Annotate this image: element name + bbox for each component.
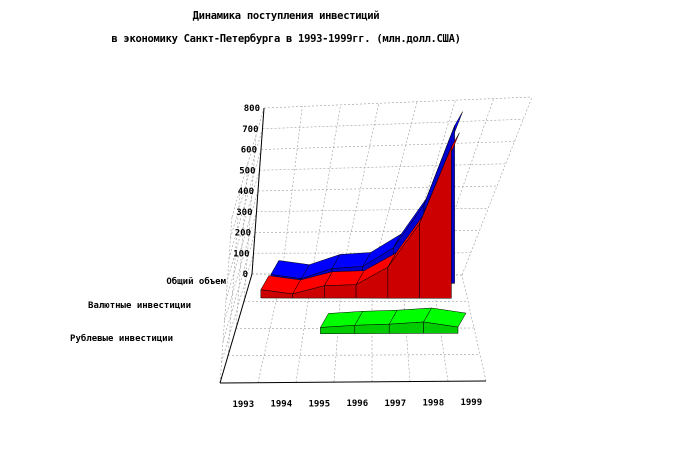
grid-line: [254, 230, 480, 233]
x-tick-label: 1998: [422, 398, 444, 408]
z-tick-label: 100: [233, 249, 249, 259]
z-tick-label: 200: [235, 229, 251, 239]
grid-line: [401, 100, 456, 275]
series-label: Общий объем: [166, 276, 226, 287]
labels: 1993 1994 1995 1996 1997 1998 1999 800 700 600 500…: [70, 104, 482, 410]
series-2: [260, 132, 460, 299]
grid-line: [260, 141, 515, 150]
depth-axis: [219, 273, 253, 384]
grid-line: [231, 107, 265, 218]
series-3: [319, 307, 467, 334]
grid-line: [230, 128, 263, 238]
series-segment-face: [388, 321, 424, 334]
z-tick-label: 400: [238, 187, 254, 197]
grid: [219, 96, 533, 384]
x-tick-label: 1996: [346, 399, 368, 409]
z-axis: [251, 107, 265, 275]
grid-line: [259, 163, 506, 171]
x-axis: [219, 380, 487, 384]
grid-line: [341, 103, 380, 275]
grid-line: [225, 190, 259, 301]
grid-line: [281, 106, 303, 275]
z-tick-label: 0: [243, 270, 248, 280]
chart-subtitle: в экономику Санкт-Петербурга в 1993-1999…: [111, 33, 461, 45]
x-tick-label: 1994: [270, 400, 292, 410]
grid-line: [221, 253, 254, 363]
series-segment-face: [324, 284, 357, 299]
x-tick-label: 1999: [460, 398, 482, 408]
grid-line: [263, 96, 533, 109]
z-tick-label: 700: [242, 125, 258, 135]
series-segment-face: [419, 146, 452, 299]
series-layer: [260, 111, 467, 334]
grid-line: [227, 354, 481, 357]
z-tick-label: 500: [239, 166, 255, 176]
z-tick-label: 800: [244, 104, 260, 114]
x-tick-label: 1995: [308, 399, 330, 409]
series-label: Рублевые инвестиции: [70, 333, 173, 344]
series-label: Валютные инвестиции: [88, 301, 191, 311]
series-segment-face: [423, 321, 459, 334]
x-tick-label: 1997: [384, 399, 406, 409]
grid-line: [262, 118, 524, 130]
grid-line: [227, 170, 260, 280]
x-tick-label: 1993: [232, 400, 254, 410]
z-tick-label: 300: [236, 208, 252, 218]
grid-line: [228, 149, 262, 259]
z-tick-label: 600: [241, 146, 257, 156]
series-segment-face: [354, 323, 390, 334]
grid-line: [257, 185, 498, 192]
grid-line: [222, 232, 256, 342]
grid-line: [224, 211, 257, 321]
chart-title: Динамика поступления инвестиций: [192, 10, 380, 22]
